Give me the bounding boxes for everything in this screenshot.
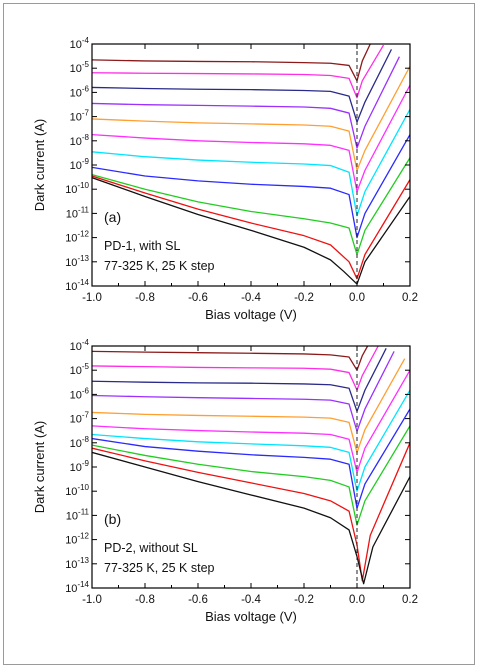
panel-label: (a)	[104, 209, 121, 225]
x-tick-label: -0.4	[241, 292, 261, 304]
x-tick-label: -0.8	[135, 292, 155, 304]
series-line-9	[92, 425, 410, 526]
y-tick-label: 10-9	[70, 157, 90, 172]
y-tick-label: 10-9	[70, 459, 90, 474]
series-line-6	[92, 369, 410, 474]
y-tick-label: 10-14	[65, 278, 89, 293]
series-line-11	[92, 177, 410, 285]
y-tick-label: 10-4	[70, 36, 90, 51]
x-tick-label: -0.2	[294, 594, 314, 606]
series-line-8	[92, 408, 410, 509]
x-axis-label: Bias voltage (V)	[205, 307, 297, 322]
panel-annotation-line: PD-2, without SL	[104, 541, 198, 555]
y-tick-label: 10-6	[70, 386, 90, 401]
x-tick-label: 0.0	[349, 292, 365, 304]
y-tick-label: 10-14	[65, 580, 89, 595]
x-tick-label: 0.2	[402, 292, 418, 304]
x-tick-label: 0.0	[349, 594, 365, 606]
series-line-2	[92, 346, 379, 391]
x-tick-label: -0.6	[188, 594, 208, 606]
y-tick-label: 10-13	[65, 556, 89, 571]
panel-annotation-line: PD-1, with SL	[104, 239, 180, 253]
y-tick-label: 10-12	[65, 230, 89, 245]
series-line-4	[92, 351, 395, 432]
series-line-7	[92, 389, 410, 492]
y-tick-label: 10-11	[66, 205, 90, 220]
x-tick-label: 0.2	[402, 594, 418, 606]
panel-annotation-line: 77-325 K, 25 K step	[104, 561, 215, 575]
y-tick-label: 10-5	[70, 60, 90, 75]
series-line-1	[92, 44, 371, 82]
panel-label: (b)	[104, 511, 121, 527]
y-tick-label: 10-12	[65, 532, 89, 547]
series-line-3	[92, 49, 393, 123]
series-line-5	[92, 65, 410, 172]
panel-annotation-line: 77-325 K, 25 K step	[104, 259, 215, 273]
series-line-4	[92, 56, 400, 149]
y-tick-label: 10-6	[70, 84, 90, 99]
x-tick-label: -1.0	[82, 292, 102, 304]
series-line-10	[92, 175, 410, 280]
y-tick-label: 10-10	[65, 181, 89, 196]
y-tick-label: 10-7	[70, 411, 90, 426]
y-tick-label: 10-7	[70, 109, 90, 124]
chart-panel-2: -1.0 -0.8 -0.6 -0.4 -0.2 0.0 0.2 10-4 10-5 10-6 10…	[32, 338, 418, 624]
x-axis-label: Bias voltage (V)	[205, 609, 297, 624]
x-tick-label: -0.6	[188, 292, 208, 304]
series-group	[92, 346, 410, 585]
figure-frame	[3, 3, 475, 665]
series-group	[92, 44, 410, 285]
series-line-3	[92, 348, 387, 412]
y-tick-label: 10-10	[65, 483, 89, 498]
series-line-11	[92, 451, 410, 585]
chart-panel-1: -1.0 -0.8 -0.6 -0.4 -0.2 0.0 0.2 10-4 10-5 10-6 10…	[32, 36, 418, 322]
y-tick-label: 10-4	[70, 338, 90, 353]
x-tick-label: -0.2	[294, 292, 314, 304]
y-tick-label: 10-5	[70, 362, 90, 377]
series-line-8	[92, 134, 410, 239]
y-tick-label: 10-8	[70, 133, 90, 148]
series-line-6	[92, 84, 410, 193]
series-line-9	[92, 157, 410, 256]
x-tick-label: -0.8	[135, 594, 155, 606]
y-tick-label: 10-13	[65, 254, 89, 269]
y-axis-label: Dark current (A)	[32, 421, 47, 513]
series-line-7	[92, 109, 410, 217]
y-axis-label: Dark current (A)	[32, 119, 47, 211]
x-tick-label: -0.4	[241, 594, 261, 606]
series-line-5	[92, 358, 406, 454]
series-line-2	[92, 44, 385, 99]
y-tick-label: 10-8	[70, 435, 90, 450]
x-tick-label: -1.0	[82, 594, 102, 606]
y-tick-label: 10-11	[66, 507, 90, 522]
series-line-1	[92, 346, 369, 371]
series-line-10	[92, 442, 410, 582]
